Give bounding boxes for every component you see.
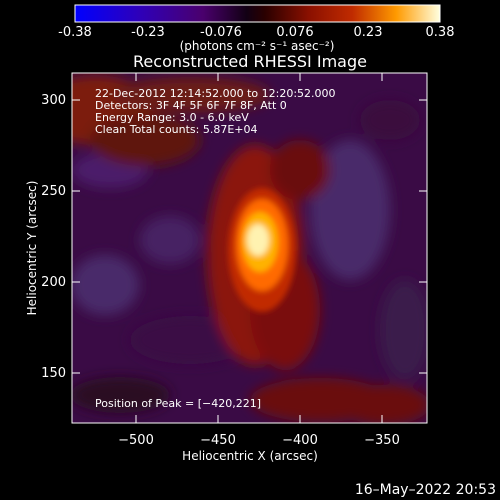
y-axis [72, 99, 427, 374]
annotation-line-3: Energy Range: 3.0 - 6.0 keV [95, 111, 249, 124]
colorbar-tick-5: 0.23 [354, 25, 383, 40]
footer-timestamp: 16–May–2022 20:53 [354, 482, 496, 498]
x-tick-3: −400 [282, 433, 318, 448]
plot-frame [71, 72, 428, 424]
colorbar-tick-3: -0.076 [200, 25, 242, 40]
y-tick-1: 300 [41, 93, 66, 108]
annotation-line-4: Clean Total counts: 5.87E+04 [95, 123, 258, 136]
colorbar-tick-1: -0.38 [58, 25, 92, 40]
colorbar-ticks: -0.38 -0.23 -0.076 0.076 0.23 0.38 [58, 25, 454, 40]
colorbar-tick-2: -0.23 [131, 25, 165, 40]
x-tick-labels: −500 −450 −400 −350 [118, 433, 400, 448]
x-axis-label: Heliocentric X (arcsec) [182, 449, 318, 463]
annotation-line-1: 22-Dec-2012 12:14:52.000 to 12:20:52.000 [95, 87, 336, 100]
x-tick-2: −450 [200, 433, 236, 448]
flare-core [228, 188, 296, 312]
x-tick-1: −500 [118, 433, 154, 448]
y-tick-2: 250 [41, 184, 66, 199]
colorbar-units: (photons cm⁻² s⁻¹ asec⁻²) [180, 39, 335, 53]
annotation-line-2: Detectors: 3F 4F 5F 6F 7F 8F, Att 0 [95, 99, 287, 112]
y-tick-3: 200 [41, 275, 66, 290]
colorbar-tick-6: 0.38 [426, 25, 455, 40]
heatmap-image [72, 73, 427, 423]
x-tick-4: −350 [364, 433, 400, 448]
colorbar-tick-4: 0.076 [276, 25, 313, 40]
y-tick-labels: 300 250 200 150 [41, 93, 66, 381]
peak-position-label: Position of Peak = [−420,221] [95, 397, 261, 410]
y-axis-label: Heliocentric Y (arcsec) [25, 181, 39, 316]
colorbar [74, 4, 441, 23]
x-axis [135, 73, 383, 423]
y-tick-4: 150 [41, 366, 66, 381]
plot-title: Reconstructed RHESSI Image [133, 52, 367, 71]
annotation-block: 22-Dec-2012 12:14:52.000 to 12:20:52.000… [95, 87, 336, 136]
